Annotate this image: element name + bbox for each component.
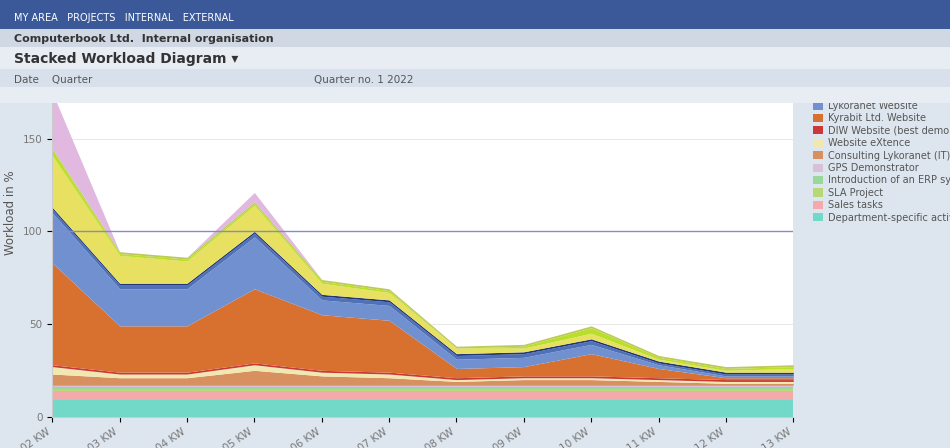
Legend: Capacity, Appointments, Sickness, Leave, Rollout Projektron BCS (Prince2), Calen: Capacity, Appointments, Sickness, Leave,… (813, 14, 950, 223)
Text: Quarter no. 1 2022: Quarter no. 1 2022 (314, 75, 413, 85)
Y-axis label: Workload in %: Workload in % (4, 171, 17, 255)
Text: Date    Quarter: Date Quarter (14, 75, 93, 85)
Text: Stacked Workload Diagram ▾: Stacked Workload Diagram ▾ (14, 52, 238, 66)
Text: MY AREA   PROJECTS   INTERNAL   EXTERNAL: MY AREA PROJECTS INTERNAL EXTERNAL (14, 13, 234, 23)
Text: Computerbook Ltd.  Internal organisation: Computerbook Ltd. Internal organisation (14, 34, 274, 44)
